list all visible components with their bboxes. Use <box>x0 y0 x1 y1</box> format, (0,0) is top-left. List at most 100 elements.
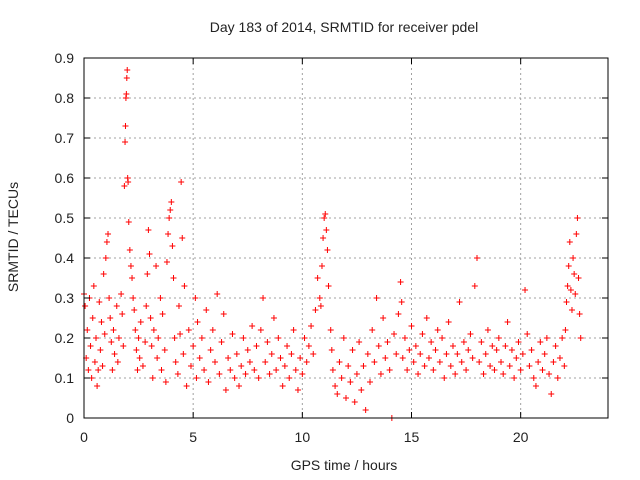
data-point <box>502 343 509 349</box>
data-point <box>452 371 459 377</box>
data-point <box>110 327 117 333</box>
data-point <box>340 335 347 341</box>
data-point <box>353 371 360 377</box>
data-point <box>132 327 139 333</box>
data-point <box>371 359 378 365</box>
data-point <box>101 331 108 337</box>
data-point <box>384 339 391 345</box>
data-point <box>244 347 251 353</box>
data-point <box>349 347 356 353</box>
data-point <box>425 355 432 361</box>
data-point <box>504 319 511 325</box>
data-point <box>524 331 531 337</box>
data-point <box>469 355 476 361</box>
data-point <box>329 367 336 373</box>
data-point <box>345 363 352 369</box>
data-point <box>97 347 104 353</box>
data-point <box>82 303 89 309</box>
data-point <box>134 367 141 373</box>
data-point <box>169 243 176 249</box>
data-point <box>187 363 194 369</box>
data-point <box>419 331 426 337</box>
data-point <box>135 335 142 341</box>
data-point <box>260 295 267 301</box>
data-point <box>90 283 97 289</box>
data-point <box>266 371 273 377</box>
data-point <box>324 247 331 253</box>
data-point <box>563 299 570 305</box>
data-point <box>328 347 335 353</box>
data-point <box>500 371 507 377</box>
data-point <box>179 235 186 241</box>
data-point <box>233 351 240 357</box>
data-point <box>539 367 546 373</box>
data-point <box>412 343 419 349</box>
data-point <box>528 347 535 353</box>
data-point <box>281 363 288 369</box>
data-point <box>322 211 329 217</box>
data-point <box>297 355 304 361</box>
data-point <box>347 379 354 385</box>
y-axis-label: SRMTID / TECUs <box>5 182 21 292</box>
data-point <box>137 319 144 325</box>
data-point <box>471 283 478 289</box>
data-point <box>541 351 548 357</box>
data-point <box>273 367 280 373</box>
x-tick-label: 10 <box>295 429 311 445</box>
data-point <box>126 247 133 253</box>
data-point <box>203 307 210 313</box>
data-point <box>157 295 164 301</box>
data-point <box>445 319 452 325</box>
data-point <box>316 295 323 301</box>
data-point <box>114 359 121 365</box>
data-point <box>91 359 98 365</box>
data-point <box>367 379 374 385</box>
data-point <box>317 303 324 309</box>
data-point <box>144 271 151 277</box>
data-point <box>240 335 247 341</box>
data-point <box>564 283 571 289</box>
data-point <box>279 383 286 389</box>
data-point <box>460 339 467 345</box>
data-point <box>535 359 542 365</box>
data-point <box>292 367 299 373</box>
data-point <box>338 375 345 381</box>
data-point <box>449 343 456 349</box>
data-point <box>443 351 450 357</box>
data-point <box>391 331 398 337</box>
x-tick-label: 20 <box>513 429 529 445</box>
data-point <box>495 335 502 341</box>
data-point <box>242 371 249 377</box>
data-point <box>220 311 227 317</box>
data-point <box>506 363 513 369</box>
data-point <box>393 351 400 357</box>
data-point <box>205 379 212 385</box>
y-tick-label: 0 <box>66 410 74 426</box>
data-point <box>212 359 218 365</box>
data-point <box>286 375 293 381</box>
data-point <box>190 343 197 349</box>
data-point <box>439 335 446 341</box>
data-point <box>369 327 376 333</box>
data-point <box>268 351 275 357</box>
data-point <box>356 339 363 345</box>
x-tick-label: 15 <box>404 429 420 445</box>
data-point <box>192 295 199 301</box>
data-point <box>249 323 256 329</box>
data-point <box>100 271 107 277</box>
data-point <box>565 263 572 269</box>
data-point <box>121 183 128 189</box>
data-point <box>489 343 496 349</box>
data-point <box>332 383 339 389</box>
data-point <box>522 287 529 293</box>
data-point <box>574 215 581 221</box>
data-point <box>567 287 574 293</box>
data-point <box>312 307 319 313</box>
data-point <box>159 311 166 317</box>
data-point <box>178 179 185 185</box>
data-point <box>484 327 491 333</box>
data-point <box>196 355 203 361</box>
data-point <box>430 367 437 373</box>
data-points <box>81 67 584 421</box>
